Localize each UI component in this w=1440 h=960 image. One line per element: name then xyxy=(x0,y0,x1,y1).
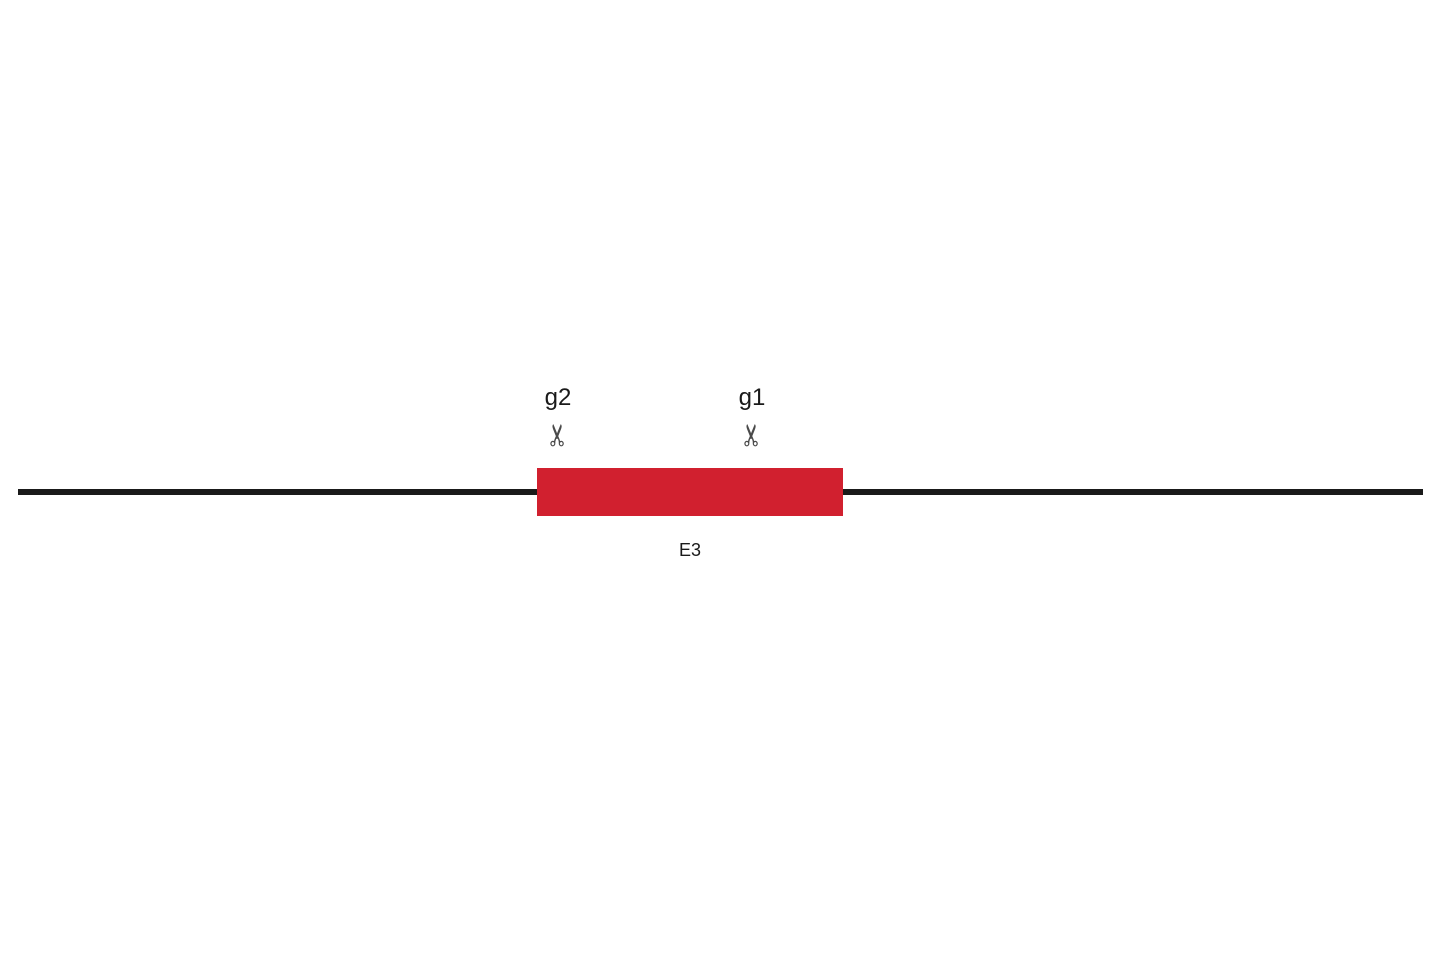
gene-line-left xyxy=(18,489,537,495)
exon-box xyxy=(537,468,843,516)
exon-label: E3 xyxy=(650,540,730,561)
scissors-icon: ✂ xyxy=(543,405,573,465)
diagram-canvas: E3 g2 ✂ g1 ✂ xyxy=(0,0,1440,960)
scissors-icon: ✂ xyxy=(737,405,767,465)
gene-line-right xyxy=(843,489,1423,495)
